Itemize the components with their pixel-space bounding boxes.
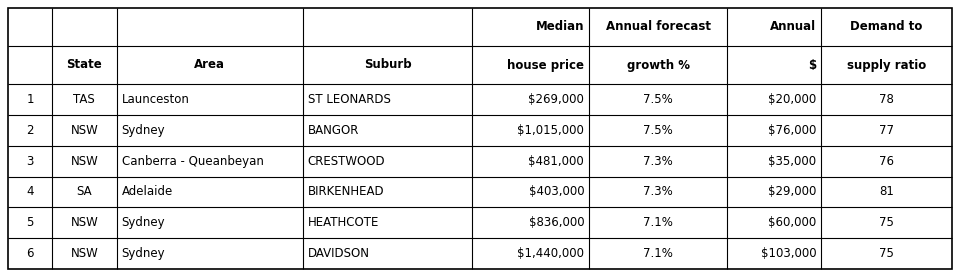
Text: 4: 4 — [26, 185, 34, 198]
Text: $20,000: $20,000 — [768, 93, 816, 106]
Text: 7.1%: 7.1% — [643, 216, 673, 229]
Text: supply ratio: supply ratio — [847, 58, 926, 71]
Text: NSW: NSW — [70, 124, 98, 137]
Text: Adelaide: Adelaide — [122, 185, 173, 198]
Text: 75: 75 — [879, 247, 894, 260]
Text: 7.3%: 7.3% — [643, 155, 673, 168]
Text: TAS: TAS — [73, 93, 95, 106]
Text: Sydney: Sydney — [122, 247, 165, 260]
Text: Launceston: Launceston — [122, 93, 189, 106]
Text: 7.1%: 7.1% — [643, 247, 673, 260]
Text: NSW: NSW — [70, 216, 98, 229]
Text: NSW: NSW — [70, 247, 98, 260]
Text: 3: 3 — [26, 155, 34, 168]
Text: Sydney: Sydney — [122, 216, 165, 229]
Text: $60,000: $60,000 — [768, 216, 816, 229]
Text: $1,440,000: $1,440,000 — [517, 247, 585, 260]
Text: DAVIDSON: DAVIDSON — [308, 247, 370, 260]
Text: NSW: NSW — [70, 155, 98, 168]
Text: Sydney: Sydney — [122, 124, 165, 137]
Text: $103,000: $103,000 — [760, 247, 816, 260]
Text: BANGOR: BANGOR — [308, 124, 359, 137]
Text: 78: 78 — [879, 93, 894, 106]
Text: ST LEONARDS: ST LEONARDS — [308, 93, 391, 106]
Text: 7.5%: 7.5% — [643, 124, 673, 137]
Text: CRESTWOOD: CRESTWOOD — [308, 155, 385, 168]
Text: Area: Area — [194, 58, 226, 71]
Text: 7.3%: 7.3% — [643, 185, 673, 198]
Text: $836,000: $836,000 — [529, 216, 585, 229]
Text: Suburb: Suburb — [364, 58, 411, 71]
Text: $35,000: $35,000 — [768, 155, 816, 168]
Text: BIRKENHEAD: BIRKENHEAD — [308, 185, 384, 198]
Text: State: State — [66, 58, 102, 71]
Text: Median: Median — [536, 20, 585, 34]
Text: growth %: growth % — [627, 58, 689, 71]
Text: Demand to: Demand to — [851, 20, 923, 34]
Text: $403,000: $403,000 — [529, 185, 585, 198]
Text: 2: 2 — [26, 124, 34, 137]
Text: 7.5%: 7.5% — [643, 93, 673, 106]
Text: SA: SA — [77, 185, 92, 198]
Text: 1: 1 — [26, 93, 34, 106]
Text: Annual forecast: Annual forecast — [606, 20, 710, 34]
Text: $76,000: $76,000 — [768, 124, 816, 137]
Text: 77: 77 — [879, 124, 894, 137]
Text: $269,000: $269,000 — [528, 93, 585, 106]
Text: Canberra - Queanbeyan: Canberra - Queanbeyan — [122, 155, 264, 168]
Text: 5: 5 — [26, 216, 34, 229]
Text: $1,015,000: $1,015,000 — [517, 124, 585, 137]
Text: HEATHCOTE: HEATHCOTE — [308, 216, 379, 229]
Text: house price: house price — [507, 58, 585, 71]
Text: $29,000: $29,000 — [768, 185, 816, 198]
Text: Annual: Annual — [770, 20, 816, 34]
Text: 76: 76 — [879, 155, 894, 168]
Text: 75: 75 — [879, 216, 894, 229]
Text: 6: 6 — [26, 247, 34, 260]
Text: 81: 81 — [879, 185, 894, 198]
Text: $: $ — [808, 58, 816, 71]
Text: $481,000: $481,000 — [529, 155, 585, 168]
